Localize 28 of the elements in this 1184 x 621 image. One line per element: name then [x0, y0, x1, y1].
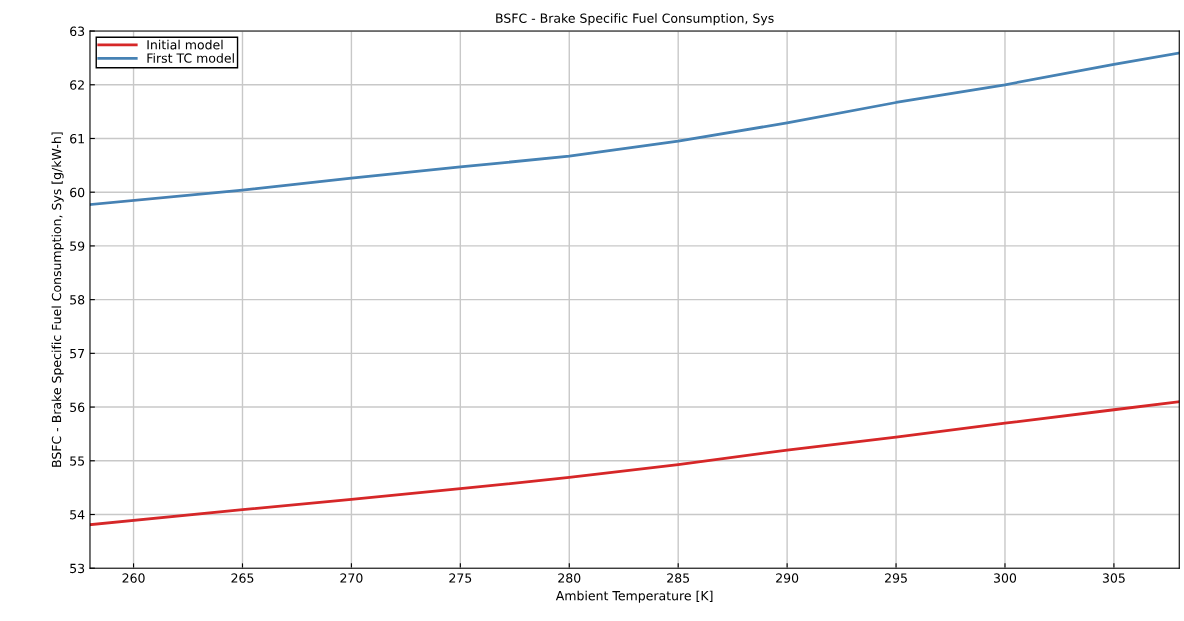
- x-tick-label: 295: [885, 573, 907, 583]
- x-axis-title: Ambient Temperature [K]: [555, 590, 713, 603]
- legend-label: First TC model: [147, 53, 234, 63]
- y-tick-label: 55: [70, 456, 85, 466]
- x-tick-label: 285: [667, 573, 690, 583]
- y-tick-label: 62: [70, 80, 84, 90]
- x-tick-label: 270: [340, 573, 363, 583]
- line-series: [89, 51, 1180, 206]
- y-tick-label: 54: [70, 510, 85, 520]
- y-tick-label: 56: [70, 402, 85, 412]
- y-tick-label: 57: [70, 348, 85, 359]
- chart-title: BSFC - Brake Specific Fuel Consumption, Sys: [496, 13, 774, 26]
- x-tick-label: 305: [1102, 573, 1125, 583]
- line-series: [89, 400, 1180, 527]
- x-tick-label: 265: [231, 573, 254, 583]
- x-tick-label: 280: [558, 573, 581, 583]
- y-tick-label: 58: [70, 295, 85, 305]
- legend-label: Initial model: [147, 39, 223, 50]
- x-tick-label: 260: [122, 573, 145, 583]
- y-tick-label: 60: [70, 187, 85, 198]
- y-tick-label: 59: [70, 241, 85, 251]
- x-tick-label: 300: [994, 573, 1017, 583]
- y-tick-label: 53: [70, 563, 85, 574]
- x-tick-label: 290: [776, 573, 799, 583]
- y-tick-label: 61: [70, 133, 84, 144]
- y-tick-label: 63: [70, 26, 85, 36]
- x-tick-label: 275: [449, 573, 472, 583]
- y-axis-title: BSFC - Brake Specific Fuel Consumption, Sys [g/kW-h]: [51, 132, 64, 467]
